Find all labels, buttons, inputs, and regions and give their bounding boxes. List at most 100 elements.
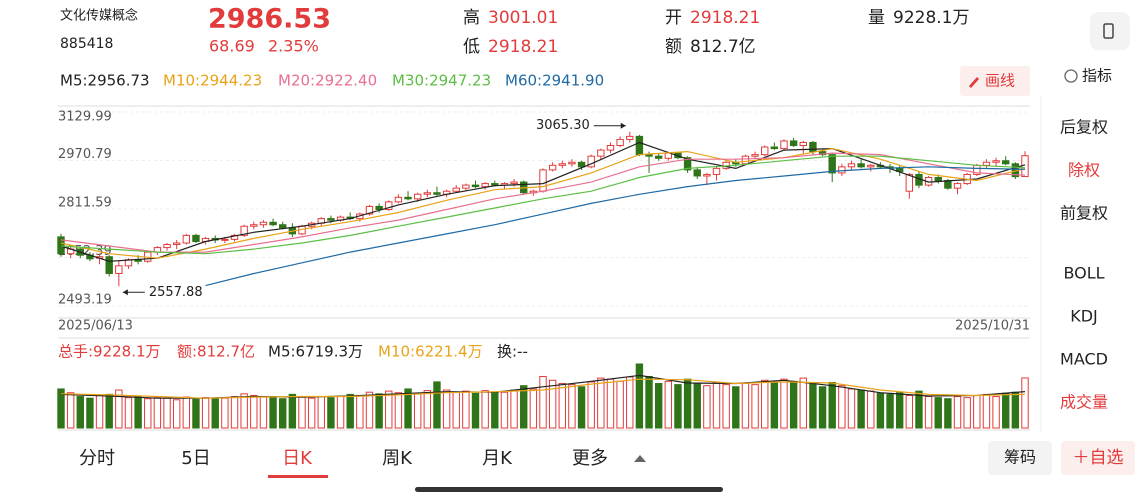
candle-body — [192, 234, 200, 242]
volume-bar — [66, 392, 75, 429]
volume-bar — [606, 378, 615, 429]
candle-body — [577, 161, 586, 168]
stock-name: 文化传媒概念 — [60, 8, 138, 24]
side-item[interactable]: BOLL — [1063, 264, 1104, 283]
annotation-arrowhead — [122, 289, 128, 296]
stat-label: 开 — [665, 8, 682, 28]
volume-ma-legend: M10:6221.4万 — [378, 343, 483, 361]
side-item[interactable]: KDJ — [1070, 307, 1098, 326]
candle-body — [741, 155, 750, 165]
candle-body — [654, 155, 663, 159]
side-item[interactable]: MACD — [1060, 350, 1108, 369]
volume-bar — [423, 390, 432, 429]
candle-body — [548, 164, 557, 171]
candle-body — [626, 135, 634, 140]
candle-body — [539, 169, 547, 192]
stat-value: 2918.21 — [488, 37, 558, 57]
tab[interactable]: 5日 — [181, 448, 210, 469]
pen-icon — [969, 77, 979, 88]
volume-bar — [876, 392, 885, 429]
volume-ma-line — [60, 378, 1026, 399]
volume-bar — [365, 391, 374, 429]
candle-body — [703, 173, 711, 177]
volume-bar — [886, 393, 894, 429]
stat-label: 额 — [665, 37, 682, 57]
candle-body — [404, 196, 412, 200]
candle-body — [568, 161, 576, 165]
candle-body — [327, 218, 335, 221]
volume-bar — [95, 394, 104, 429]
watch-button[interactable] — [1061, 441, 1135, 475]
volume-bar — [201, 397, 210, 429]
screen-button[interactable] — [1090, 12, 1130, 50]
ma-line — [60, 141, 1026, 262]
volume-bar — [269, 397, 277, 429]
draw-button[interactable] — [960, 66, 1030, 96]
volume-bar — [394, 392, 403, 429]
volume-bar — [57, 388, 65, 429]
side-item[interactable]: 前复权 — [1060, 204, 1108, 223]
volume-bar — [336, 395, 345, 429]
chip-label: 筹码 — [1004, 448, 1036, 467]
candle-body — [1002, 160, 1010, 165]
volume-bar — [172, 399, 181, 429]
tab[interactable]: 月K — [482, 448, 513, 469]
volume-bar — [182, 396, 191, 429]
volume-bar — [105, 393, 113, 429]
candle-body — [221, 238, 229, 241]
tab-active[interactable]: 日K — [282, 448, 313, 469]
ma-legend: M5:2956.73 — [60, 72, 150, 90]
ma-line — [60, 152, 1026, 253]
volume-bar — [741, 383, 750, 429]
volume-bar — [298, 396, 306, 429]
tab[interactable]: 周K — [382, 448, 413, 469]
volume-bar — [789, 380, 798, 429]
side-item[interactable]: 成交量 — [1060, 393, 1108, 412]
tab[interactable]: 分时 — [79, 448, 115, 469]
volume-amount: 额:812.7亿 — [177, 343, 255, 361]
tab[interactable]: 更多 — [572, 448, 608, 469]
candle-body — [510, 181, 518, 185]
candle-body — [635, 135, 644, 156]
candle-body — [587, 155, 595, 168]
stat-value: 2918.21 — [690, 8, 760, 28]
stat-value: 3001.01 — [488, 8, 558, 28]
volume-bar — [982, 393, 991, 429]
candle-body — [992, 160, 1000, 163]
candle-body — [423, 192, 432, 195]
y-tick-label: 2970.79 — [58, 147, 112, 162]
volume-bar — [288, 393, 297, 429]
volume-bar — [385, 390, 393, 429]
candle-body — [799, 141, 807, 147]
volume-bar — [211, 398, 219, 429]
volume-bar — [404, 388, 412, 429]
volume-bar — [828, 381, 836, 429]
candle-body — [491, 183, 499, 186]
volume-bar — [481, 390, 489, 429]
volume-bar — [442, 389, 451, 429]
candle-body — [828, 154, 836, 174]
candle-body — [385, 201, 393, 210]
y-tick-label: 2652.39 — [58, 244, 112, 259]
candle-body — [857, 163, 865, 168]
volume-bar — [953, 396, 962, 429]
side-item[interactable]: 除权 — [1068, 161, 1100, 180]
indicator-label[interactable]: 指标 — [1082, 67, 1112, 85]
volume-bar — [857, 389, 865, 429]
date-start: 2025/06/13 — [58, 319, 133, 334]
volume-bar — [548, 379, 557, 429]
chip-button[interactable] — [988, 441, 1052, 475]
volume-bar — [86, 397, 94, 429]
volume-bar — [693, 383, 701, 429]
more-arrow — [634, 455, 646, 462]
low-annotation: 2557.88 — [149, 285, 203, 300]
candle-body — [250, 224, 258, 227]
candle-body — [693, 169, 701, 177]
side-item[interactable]: 后复权 — [1060, 118, 1108, 137]
volume-bar — [847, 388, 856, 429]
candle-body — [597, 149, 605, 157]
change-pct: 2.35% — [268, 37, 319, 56]
volume-bar — [520, 385, 528, 429]
volume-bar — [838, 385, 846, 429]
volume-bar — [471, 392, 480, 429]
